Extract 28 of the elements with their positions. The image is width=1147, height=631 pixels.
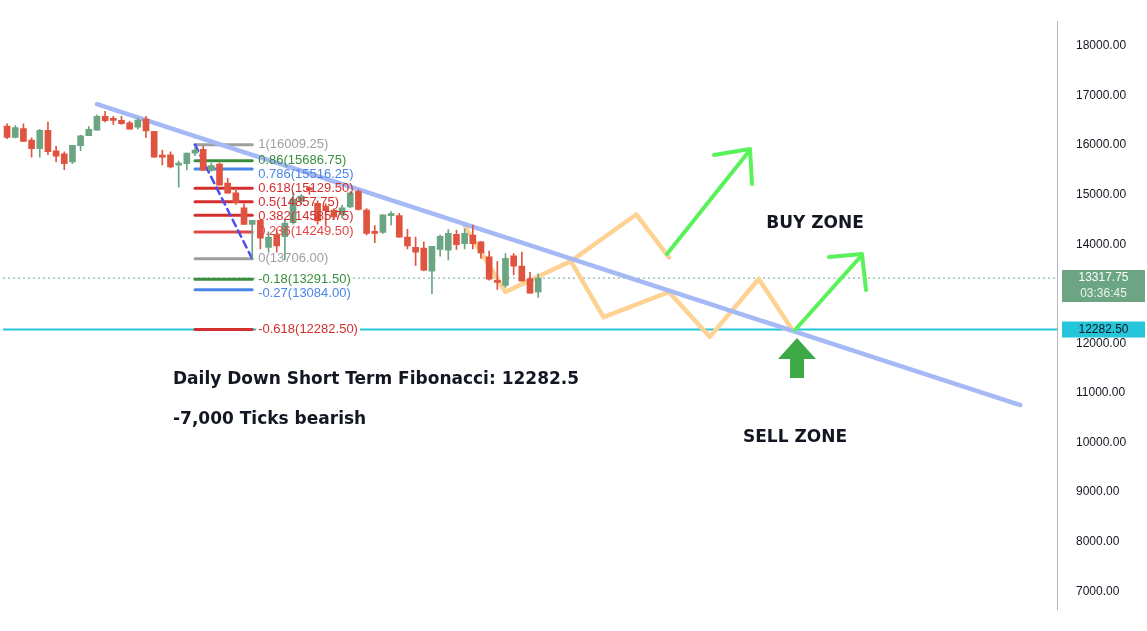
text: 03:36:45 <box>1080 286 1128 301</box>
annotation: SELL ZONE <box>742 426 848 447</box>
candlestick <box>248 220 256 259</box>
series-label: 1(16009.25) <box>258 136 329 152</box>
candlestick <box>493 261 501 290</box>
y-tick-label: 18000.00 <box>1076 38 1127 53</box>
y-tick-label: 15000.00 <box>1076 186 1127 201</box>
y-tick-label: 10000.00 <box>1076 434 1127 449</box>
series-label: -0.618(12282.50) <box>258 320 358 336</box>
series-label: 0(13706.00) <box>258 250 329 266</box>
series-label: 0.86(15686.75) <box>258 152 347 168</box>
annotation: Daily Down Short Term Fibonacci: 12282.5 <box>173 368 580 389</box>
y-tick-label: 11000.00 <box>1076 385 1126 400</box>
series-label: -0.18(13291.50) <box>258 270 351 286</box>
y-tick-label: 9000.00 <box>1076 484 1120 499</box>
y-tick-label: 14000.00 <box>1076 236 1127 251</box>
series-label: 0.786(15516.25) <box>258 166 354 182</box>
candlestick <box>387 211 395 226</box>
y-tick-label: 7000.00 <box>1076 583 1120 598</box>
annotation: BUY ZONE <box>766 212 864 233</box>
y-tick-label: 8000.00 <box>1076 533 1120 548</box>
y-tick-label: 17000.00 <box>1076 87 1127 102</box>
annotation: -7,000 Ticks bearish <box>173 408 367 429</box>
series-label: 0.618(15129.50) <box>258 180 354 196</box>
y-tick-label: 12000.00 <box>1076 335 1127 350</box>
y-tick-label: 16000.00 <box>1076 137 1127 152</box>
ref-line-label: 12282.50 <box>1078 321 1129 336</box>
ref-line-label: 13317.75 <box>1078 270 1129 285</box>
